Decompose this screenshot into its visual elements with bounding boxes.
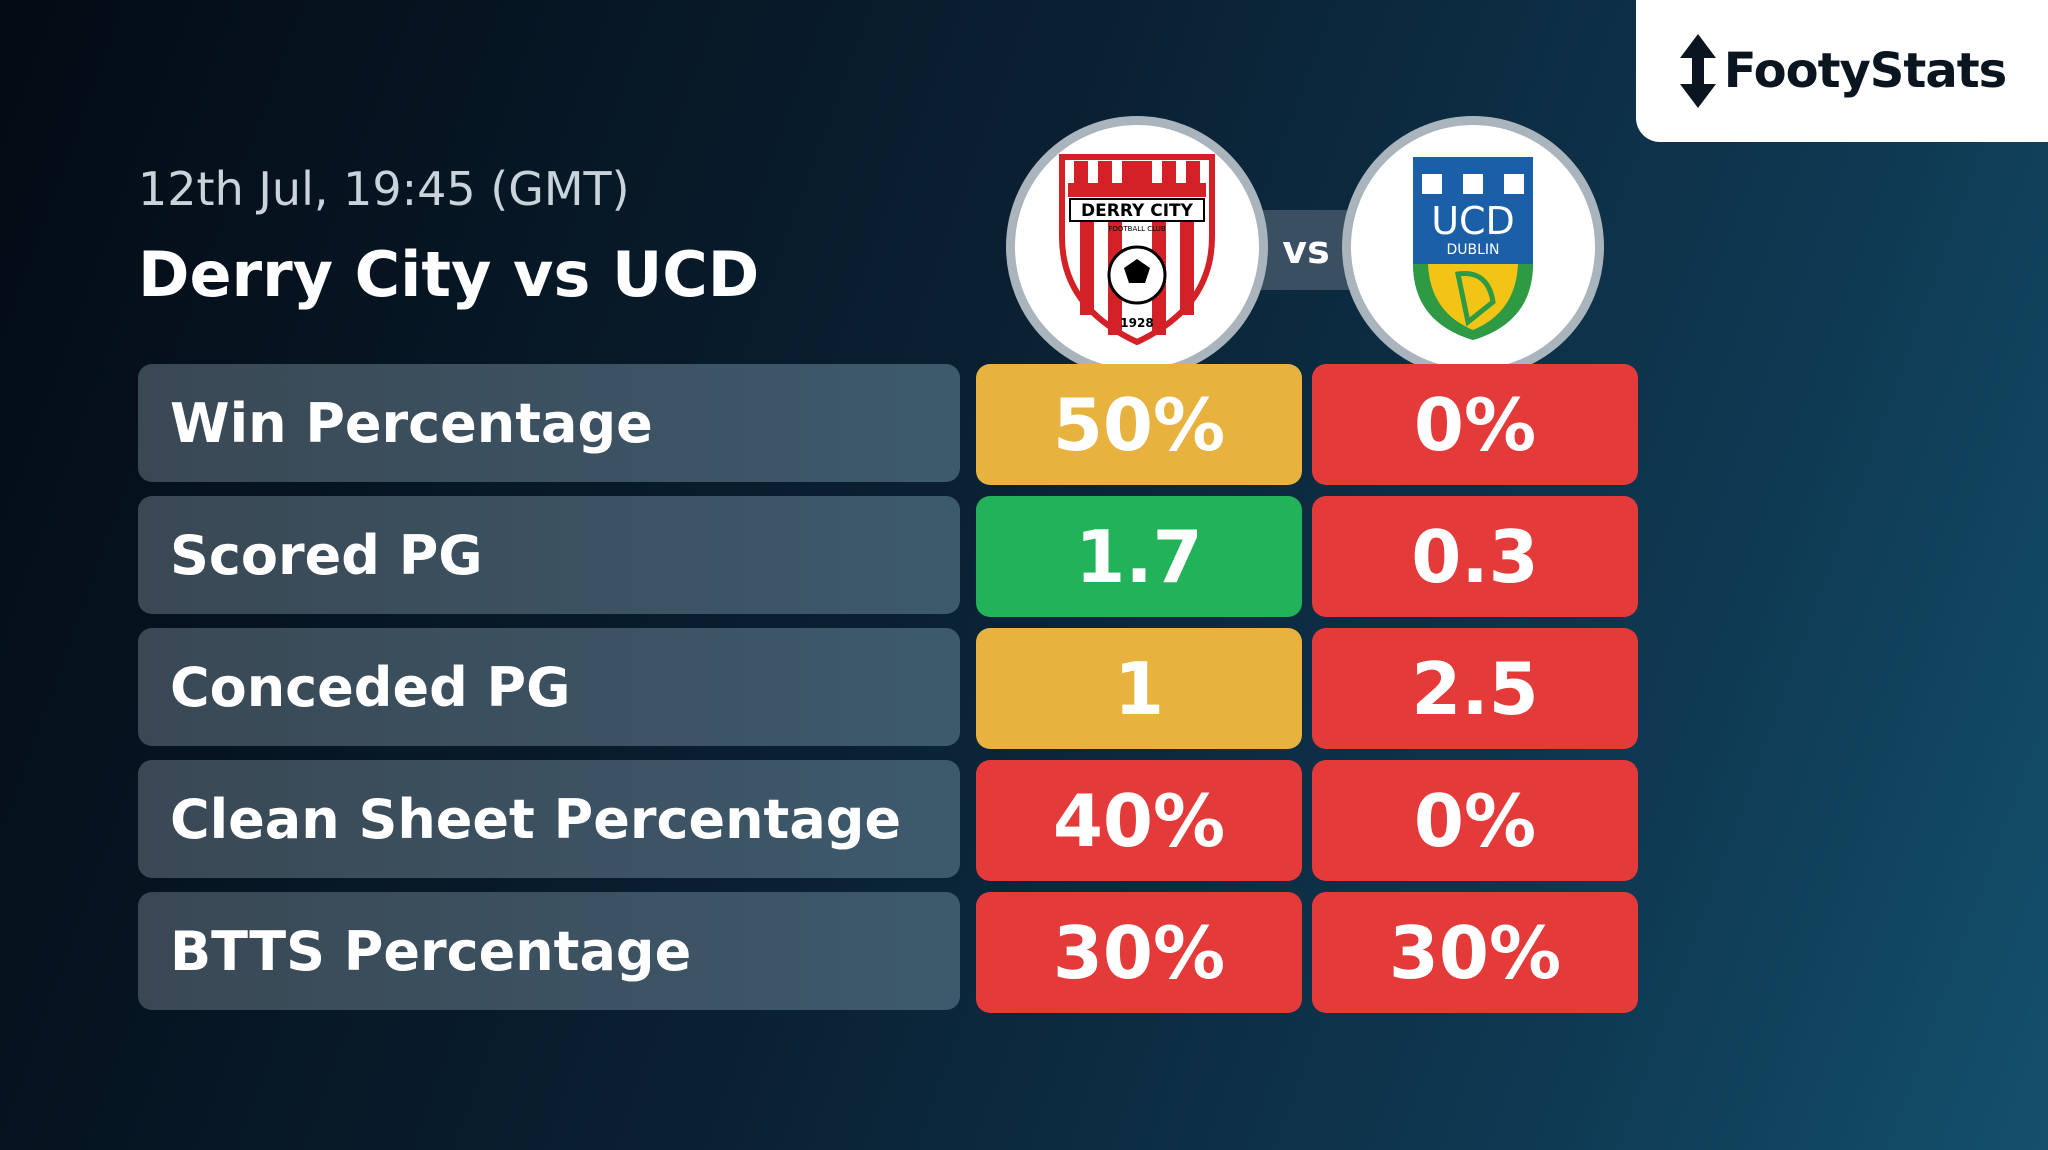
- home-stat-value: 1: [976, 628, 1302, 749]
- away-stat-value: 0%: [1312, 760, 1638, 881]
- stat-label: Win Percentage: [138, 364, 960, 482]
- svg-text:DUBLIN: DUBLIN: [1446, 242, 1499, 258]
- home-stat-value: 50%: [976, 364, 1302, 485]
- home-stat-value: 1.7: [976, 496, 1302, 617]
- home-team-badge: DERRY CITY FOOTBALL CLUB 1928: [1006, 116, 1268, 378]
- derry-city-crest-icon: DERRY CITY FOOTBALL CLUB 1928: [1059, 154, 1215, 346]
- stat-label: Conceded PG: [138, 628, 960, 746]
- match-date: 12th Jul, 19:45 (GMT): [138, 162, 630, 216]
- away-stat-value: 2.5: [1312, 628, 1638, 749]
- svg-text:1928: 1928: [1120, 316, 1153, 330]
- brand-logo: FootyStats: [1636, 0, 2048, 142]
- ucd-crest-icon: UCD DUBLIN: [1413, 157, 1533, 340]
- svg-text:DERRY CITY: DERRY CITY: [1081, 201, 1194, 221]
- svg-text:UCD: UCD: [1431, 199, 1515, 243]
- stat-label: Clean Sheet Percentage: [138, 760, 960, 878]
- match-title: Derry City vs UCD: [138, 238, 760, 311]
- away-team-badge: UCD DUBLIN: [1342, 116, 1604, 378]
- away-stat-value: 30%: [1312, 892, 1638, 1013]
- vs-label: vs: [1258, 210, 1354, 290]
- up-down-arrow-icon: [1679, 34, 1716, 108]
- home-stat-value: 40%: [976, 760, 1302, 881]
- stat-row-scored-pg: Scored PG 1.7 0.3: [138, 496, 1638, 617]
- svg-text:FOOTBALL CLUB: FOOTBALL CLUB: [1108, 225, 1166, 233]
- stat-row-win-percentage: Win Percentage 50% 0%: [138, 364, 1638, 485]
- stat-label: Scored PG: [138, 496, 960, 614]
- brand-name: FootyStats: [1723, 43, 2007, 99]
- stat-label: BTTS Percentage: [138, 892, 960, 1010]
- away-stat-value: 0.3: [1312, 496, 1638, 617]
- home-stat-value: 30%: [976, 892, 1302, 1013]
- stat-row-btts-percentage: BTTS Percentage 30% 30%: [138, 892, 1638, 1013]
- stat-row-conceded-pg: Conceded PG 1 2.5: [138, 628, 1638, 749]
- away-stat-value: 0%: [1312, 364, 1638, 485]
- stat-row-clean-sheet-percentage: Clean Sheet Percentage 40% 0%: [138, 760, 1638, 881]
